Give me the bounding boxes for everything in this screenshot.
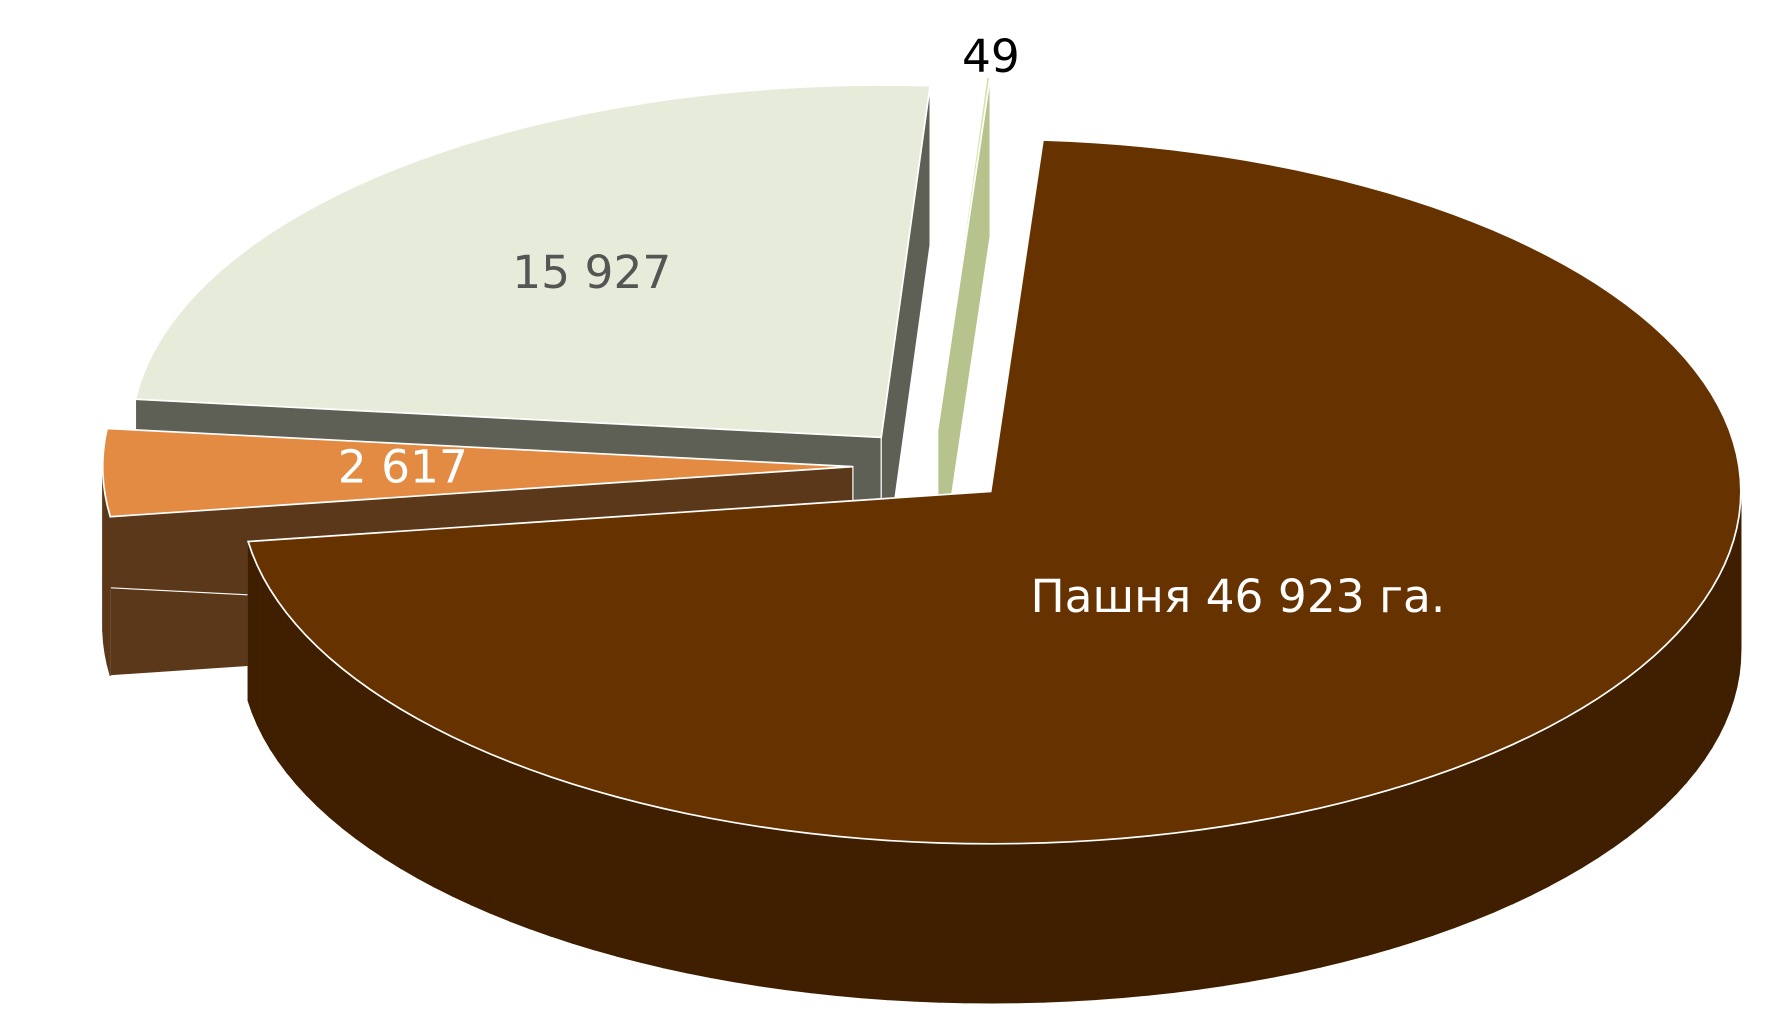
slice-side xyxy=(1703,586,1713,762)
slice-side xyxy=(1597,687,1614,859)
slice-side xyxy=(662,807,688,974)
slice-side xyxy=(572,783,596,951)
slice-side xyxy=(328,656,343,829)
slice-side xyxy=(1512,734,1532,905)
slice-side xyxy=(1664,632,1677,807)
slice-side xyxy=(1548,716,1567,887)
slice-side xyxy=(550,776,574,944)
slice-side xyxy=(400,708,418,879)
slice-side xyxy=(835,835,863,999)
slice-side xyxy=(384,698,402,870)
slice-side xyxy=(1172,829,1200,993)
slice-side xyxy=(341,667,357,840)
slice-side xyxy=(686,812,712,979)
slice-side xyxy=(247,541,253,713)
slice-side xyxy=(1320,801,1345,968)
slice-side xyxy=(965,843,993,1004)
slice-side xyxy=(939,842,967,1004)
slice-side xyxy=(1043,841,1072,1003)
slice xyxy=(134,84,932,439)
slice-side xyxy=(1640,655,1655,828)
slice-side xyxy=(1724,552,1731,724)
slice-side xyxy=(1272,812,1298,978)
slice-side xyxy=(1695,598,1705,773)
slice-side xyxy=(1675,621,1688,795)
slice-side xyxy=(1626,666,1642,839)
slice-side xyxy=(1718,564,1726,736)
slice-side xyxy=(861,837,889,1001)
slice-side xyxy=(1121,835,1149,999)
slice-side xyxy=(1432,767,1455,937)
slice-side xyxy=(594,789,618,957)
slice-side xyxy=(1147,832,1175,996)
slice-side xyxy=(1095,837,1123,1001)
slice-side xyxy=(1711,574,1720,750)
slice xyxy=(246,139,1742,845)
slice-side xyxy=(277,599,288,774)
slice-side xyxy=(1017,842,1046,1004)
slice-side xyxy=(1366,789,1390,957)
data-label: 15 927 xyxy=(512,246,671,299)
data-label: Пашня 46 923 га. xyxy=(1030,570,1445,623)
slice-side xyxy=(735,822,761,987)
slice xyxy=(101,427,853,518)
slice-side xyxy=(810,832,837,997)
slice-side xyxy=(1343,795,1368,963)
slice-side xyxy=(295,622,307,797)
slice-side xyxy=(509,761,531,930)
slice-side xyxy=(433,726,453,897)
slice-side xyxy=(1729,539,1735,712)
slice-side xyxy=(784,829,812,994)
slice-side xyxy=(416,717,436,888)
slice-side xyxy=(1612,676,1628,849)
slice-side xyxy=(529,768,552,937)
slice-side xyxy=(1410,775,1434,944)
slice-side xyxy=(1296,807,1322,973)
slice-side xyxy=(451,735,472,906)
slice-side xyxy=(1473,752,1495,922)
slice-side xyxy=(1198,825,1225,990)
slice-side xyxy=(369,688,386,860)
slice-side xyxy=(1492,743,1514,913)
slice-side xyxy=(1452,760,1475,929)
slice-side xyxy=(1581,697,1599,869)
slice-side xyxy=(1247,817,1274,983)
slice-side xyxy=(305,634,318,808)
data-label: 2 617 xyxy=(338,441,468,494)
slice-side xyxy=(616,796,641,963)
slice-side xyxy=(489,753,511,922)
slice-side xyxy=(1069,839,1098,1002)
slice-side xyxy=(262,575,271,751)
slice-side xyxy=(256,565,264,738)
slice-side xyxy=(316,645,330,819)
slice-side xyxy=(710,817,737,983)
slice-side xyxy=(991,842,1019,1004)
slice-side xyxy=(1223,821,1250,987)
slice-side xyxy=(639,802,664,969)
data-label: 49 xyxy=(962,30,1020,83)
slice-side xyxy=(285,611,297,786)
slice-side xyxy=(913,841,941,1003)
slice-side xyxy=(887,839,915,1002)
slice xyxy=(936,76,992,429)
slice-side xyxy=(1530,725,1550,896)
slice-side xyxy=(1652,644,1666,817)
slice-side xyxy=(470,744,491,914)
slice-side xyxy=(1388,782,1412,950)
slice-side xyxy=(251,553,258,726)
slice-side xyxy=(269,587,279,763)
slice-side xyxy=(1565,707,1584,878)
slice-side xyxy=(354,677,371,850)
slice-side xyxy=(759,826,787,991)
slice-side xyxy=(1686,609,1697,784)
